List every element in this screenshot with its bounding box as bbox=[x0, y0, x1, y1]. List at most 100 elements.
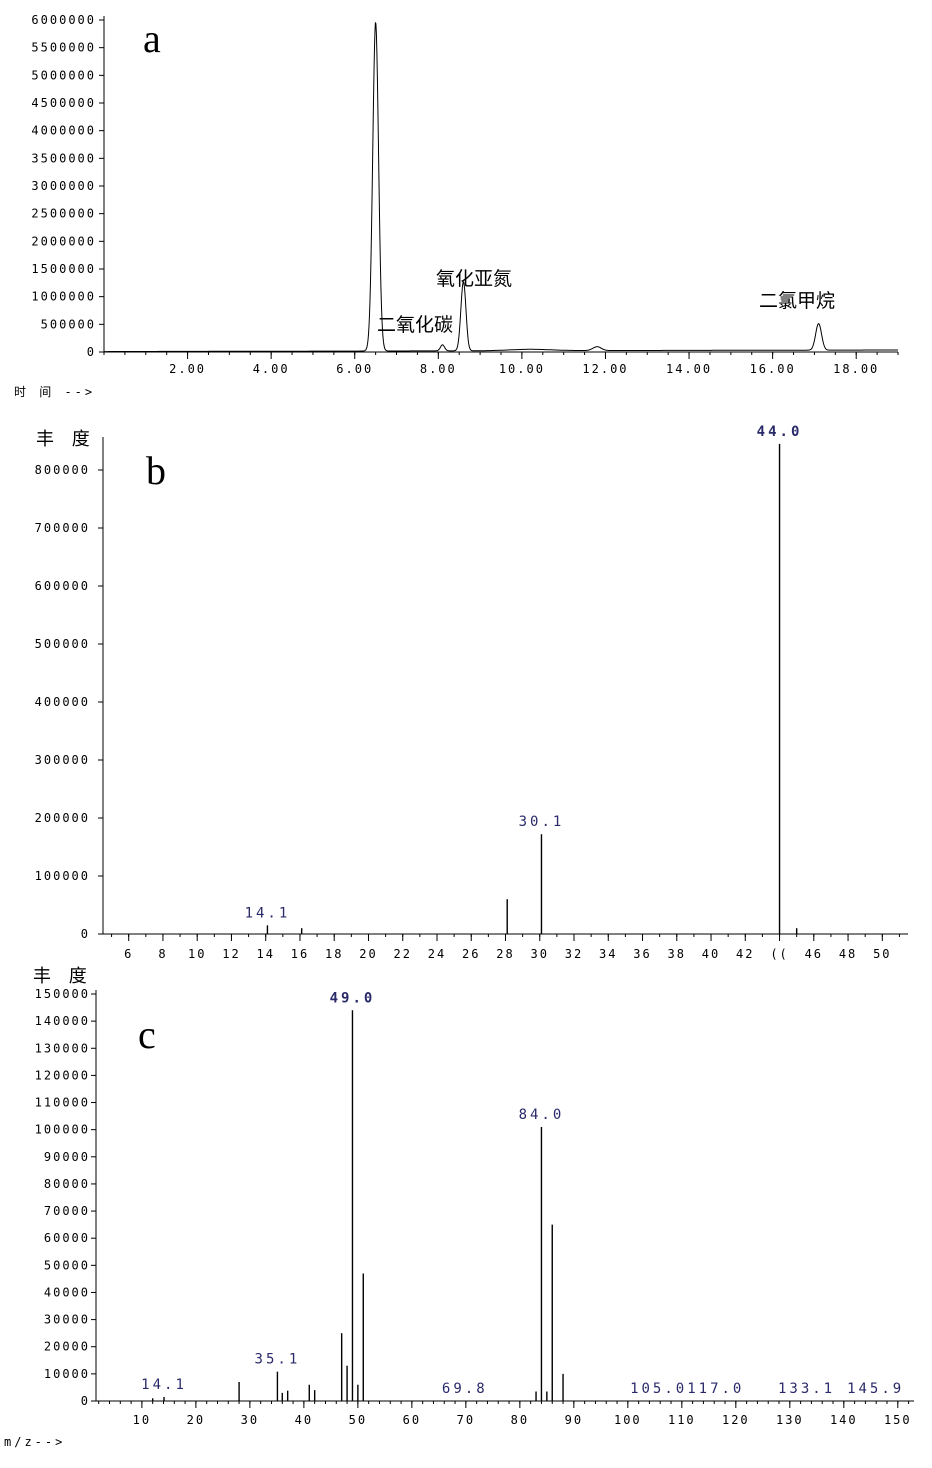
peak-label: 145.9 bbox=[847, 1381, 904, 1397]
x-axis-title: m/z--> bbox=[4, 1435, 65, 1449]
x-tick-label: 50 bbox=[349, 1413, 367, 1427]
x-tick-label: 2.00 bbox=[169, 362, 206, 376]
peak-annotation: 氧化亚氮 bbox=[436, 268, 512, 290]
y-tick-label: 1000000 bbox=[31, 290, 96, 304]
x-tick-label: 70 bbox=[457, 1413, 475, 1427]
peak-label: 49.0 bbox=[330, 990, 376, 1006]
x-tick-label: 100 bbox=[614, 1413, 642, 1427]
x-tick-label: (( bbox=[770, 947, 788, 961]
y-tick-label: 0 bbox=[81, 1394, 90, 1408]
y-tick-label: 100000 bbox=[35, 869, 90, 883]
y-tick-label: 60000 bbox=[44, 1231, 90, 1245]
x-axis-title: 时 间 --> bbox=[14, 385, 95, 399]
x-tick-label: 130 bbox=[776, 1413, 804, 1427]
y-axis-title: 丰 度 bbox=[33, 966, 93, 987]
panel-b-mass-spectrum: 0 100000 200000 300000 400000 500000 600000 700… bbox=[35, 424, 908, 961]
x-tick-label: 28 bbox=[496, 947, 514, 961]
x-tick-label: 60 bbox=[403, 1413, 421, 1427]
x-tick-label: 18 bbox=[325, 947, 343, 961]
y-tick-label: 700000 bbox=[35, 521, 90, 535]
x-tick-label: 110 bbox=[668, 1413, 696, 1427]
y-tick-label: 110000 bbox=[35, 1096, 90, 1110]
y-tick-label: 3500000 bbox=[31, 151, 96, 165]
y-tick-label: 800000 bbox=[35, 463, 90, 477]
x-tick-label: 120 bbox=[722, 1413, 750, 1427]
x-tick-label: 150 bbox=[884, 1413, 912, 1427]
y-tick-label: 200000 bbox=[35, 811, 90, 825]
x-tick-label: 16.00 bbox=[750, 362, 796, 376]
y-tick-label: 6000000 bbox=[31, 13, 96, 27]
y-tick-label: 5500000 bbox=[31, 41, 96, 55]
x-tick-label: 30 bbox=[531, 947, 549, 961]
peak-label: 14.1 bbox=[245, 905, 291, 921]
y-tick-label: 70000 bbox=[44, 1204, 90, 1218]
x-tick-label: 16 bbox=[291, 947, 309, 961]
y-axis-title: 丰 度 bbox=[36, 429, 96, 450]
y-tick-label: 2000000 bbox=[31, 234, 96, 248]
x-tick-label: 42 bbox=[736, 947, 754, 961]
x-tick-label: 34 bbox=[599, 947, 617, 961]
x-tick-label: 10.00 bbox=[499, 362, 545, 376]
y-tick-label: 500000 bbox=[41, 317, 96, 331]
chromatogram-trace bbox=[104, 22, 898, 353]
x-tick-label: 10 bbox=[188, 947, 206, 961]
y-tick-label: 300000 bbox=[35, 753, 90, 767]
y-tick-label: 500000 bbox=[35, 637, 90, 651]
x-tick-label: 36 bbox=[633, 947, 651, 961]
y-tick-label: 50000 bbox=[44, 1258, 90, 1272]
x-tick-label: 140 bbox=[830, 1413, 858, 1427]
x-tick-label: 22 bbox=[394, 947, 412, 961]
x-tick-label: 14 bbox=[256, 947, 274, 961]
panel-letter: c bbox=[138, 1012, 156, 1057]
y-tick-label: 5000000 bbox=[31, 68, 96, 82]
x-tick-label: 6.00 bbox=[336, 362, 373, 376]
x-tick-label: 12.00 bbox=[582, 362, 628, 376]
peak-label: 14.1 bbox=[141, 1377, 187, 1393]
x-tick-label: 20 bbox=[187, 1413, 205, 1427]
x-tick-label: 50 bbox=[873, 947, 891, 961]
y-tick-label: 30000 bbox=[44, 1313, 90, 1327]
y-tick-label: 130000 bbox=[35, 1041, 90, 1055]
x-tick-label: 8 bbox=[158, 947, 167, 961]
y-tick-label: 90000 bbox=[44, 1150, 90, 1164]
y-tick-label: 0 bbox=[87, 345, 96, 359]
x-tick-label: 20 bbox=[359, 947, 377, 961]
x-tick-label: 32 bbox=[565, 947, 583, 961]
y-tick-label: 2500000 bbox=[31, 207, 96, 221]
y-tick-label: 140000 bbox=[35, 1014, 90, 1028]
x-tick-label: 48 bbox=[839, 947, 857, 961]
y-tick-label: 4000000 bbox=[31, 124, 96, 138]
panel-c-mass-spectrum: 0 10000 20000 30000 40000 50000 60000 70000 8000… bbox=[4, 966, 914, 1449]
peak-label: 44.0 bbox=[757, 424, 803, 440]
panel-a-chromatogram: 0 500000 1000000 1500000 2000000 2500000 30000… bbox=[14, 13, 899, 399]
x-tick-label: 40 bbox=[295, 1413, 313, 1427]
y-tick-label: 0 bbox=[81, 927, 90, 941]
x-tick-label: 24 bbox=[428, 947, 446, 961]
y-tick-label: 20000 bbox=[44, 1340, 90, 1354]
x-tick-label: 38 bbox=[668, 947, 686, 961]
x-tick-label: 18.00 bbox=[833, 362, 879, 376]
x-tick-label: 80 bbox=[511, 1413, 529, 1427]
y-tick-label: 1500000 bbox=[31, 262, 96, 276]
panel-letter: a bbox=[143, 16, 161, 61]
peak-label: 133.1 bbox=[778, 1381, 835, 1397]
y-tick-label: 150000 bbox=[35, 987, 90, 1001]
peak-annotation: 二氯甲烷 bbox=[759, 290, 835, 312]
x-tick-label: 90 bbox=[565, 1413, 583, 1427]
y-tick-label: 80000 bbox=[44, 1177, 90, 1191]
y-tick-label: 40000 bbox=[44, 1285, 90, 1299]
x-tick-label: 4.00 bbox=[253, 362, 290, 376]
peak-label: 84.0 bbox=[519, 1107, 565, 1123]
x-tick-label: 30 bbox=[241, 1413, 259, 1427]
y-tick-label: 10000 bbox=[44, 1367, 90, 1381]
x-tick-label: 8.00 bbox=[420, 362, 457, 376]
x-tick-label: 10 bbox=[133, 1413, 151, 1427]
peak-annotation: 二氧化碳 bbox=[377, 314, 453, 336]
peak-label: 35.1 bbox=[255, 1352, 301, 1368]
y-tick-label: 400000 bbox=[35, 695, 90, 709]
peak-label: 105.0117.0 bbox=[630, 1381, 744, 1397]
x-tick-label: 46 bbox=[805, 947, 823, 961]
y-tick-label: 3000000 bbox=[31, 179, 96, 193]
y-tick-label: 100000 bbox=[35, 1123, 90, 1137]
